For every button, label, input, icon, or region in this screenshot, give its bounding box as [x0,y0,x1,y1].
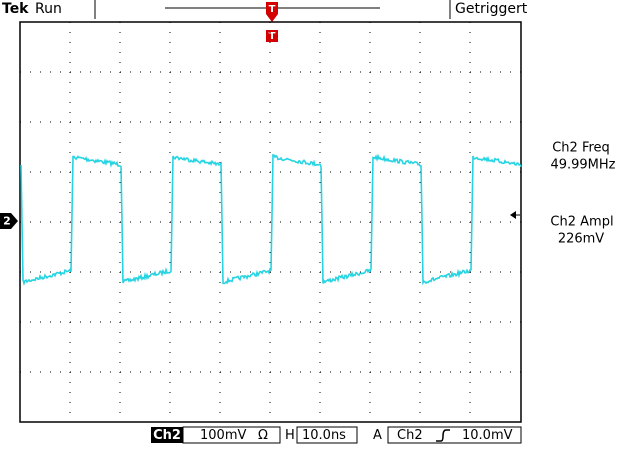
coupling: Ω [258,428,268,443]
graticule-frame [19,21,522,423]
timebase-box [296,426,358,444]
channel-marker: 2 [0,213,18,229]
measurement-label: Ch2 Freq [552,141,610,156]
trigger-marker: T [266,30,278,42]
measurement-label: Ch2 Ampl [550,215,613,230]
horizontal-label: H [285,428,295,443]
measurement-value: 226mV [558,232,604,247]
trigger-marker-label: T [269,31,276,42]
trigger-level: 10.0mV [462,428,513,443]
scale-box [182,426,281,444]
run-status: Run [35,1,62,17]
trigger-position-marker: T [266,2,278,22]
brand: Tek [2,1,29,17]
trigger-marker-label: T [269,4,276,15]
trigger-state: Getriggert [455,1,528,17]
measurement-value: 49.99MHz [550,158,615,173]
channel-badge [151,427,183,443]
channel-marker-label: 2 [3,215,11,228]
trigger-source: Ch2 [397,428,423,443]
trigger-slope-icon [436,429,450,442]
graticule [20,22,521,422]
timebase: 10.0ns [302,428,346,443]
waveform [20,153,522,286]
trigger-label: A [373,428,382,443]
vertical-scale: 100mV [200,428,246,443]
trigger-level-marker [510,211,516,219]
channel-label: Ch2 [153,428,181,443]
trigger-box [387,426,522,444]
